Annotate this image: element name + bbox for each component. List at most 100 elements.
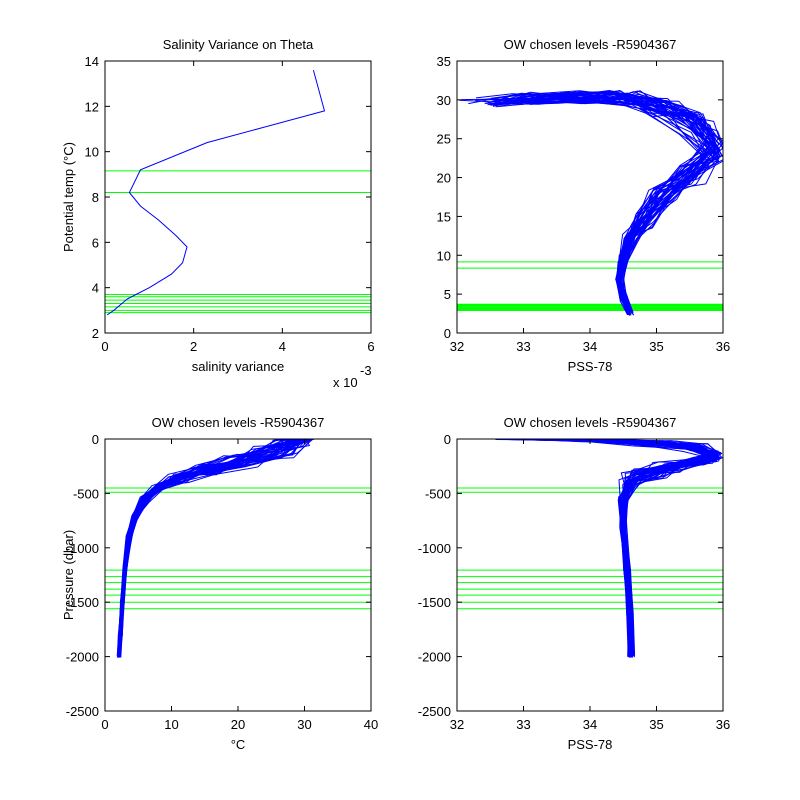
profile-line-13 [502,94,720,316]
y-tick-label: 4 [92,281,99,296]
profile-line-3 [491,96,710,316]
profile-line-19 [493,93,715,313]
profile-line-32 [504,439,715,657]
y-tick-label: 14 [85,54,99,69]
x-tick-label: 20 [231,717,245,732]
profile-line-21 [497,96,710,316]
x-tick-label: 34 [583,717,597,732]
profile-line-18 [503,439,721,656]
profile-line-37 [493,90,712,314]
y-tick-label: 25 [437,132,451,147]
y-tick-label: -2000 [418,650,451,665]
profile-line-12 [502,439,717,658]
profile-line-6 [512,93,714,314]
y-tick-label: -2500 [418,704,451,719]
profile-line-1 [459,94,706,314]
subplot-4: 32 33 34 35 36 -2500 -2000 -1500 -1000 -500 0 OW ch… [418,415,730,752]
profile-line-15 [497,439,716,657]
y-tick-label: -1500 [66,595,99,610]
profile-line-31 [491,90,711,315]
chart-title: OW chosen levels -R5904367 [152,415,325,430]
x-tick-label: 10 [164,717,178,732]
profile-line-4 [507,439,719,657]
profile-line-23 [507,439,723,656]
y-tick-label: 10 [437,248,451,263]
y-tick-label: 2 [92,326,99,341]
x-axis-label: PSS-78 [568,737,613,752]
profile-line-13 [498,439,714,658]
x-tick-label: 30 [297,717,311,732]
y-tick-label: 30 [437,93,451,108]
profile-line-32 [487,96,717,316]
profile-line-40 [484,99,709,314]
x-axis-label: salinity variance [192,359,285,374]
subplot-2: 32 33 34 35 36 0 5 10 15 20 25 30 35 OW chosen levels… [437,37,731,374]
y-tick-label: -500 [425,486,451,501]
profile-line-17 [499,439,719,658]
x-tick-label: 34 [583,339,597,354]
y-tick-label: 10 [85,145,99,160]
profile-line-3 [501,439,716,658]
y-tick-label: 5 [444,287,451,302]
y-axis-label: Pressure (dbar) [61,530,76,620]
x-tick-label: 0 [101,717,108,732]
profile-line-43 [500,439,719,656]
y-tick-label: 15 [437,209,451,224]
x-tick-label: 35 [649,717,663,732]
profile-line-42 [498,439,716,657]
profile-line-33 [513,439,722,656]
y-tick-label: 8 [92,190,99,205]
x-tick-label: 0 [101,339,108,354]
y-tick-label: -1000 [418,541,451,556]
y-tick-label: 0 [444,326,451,341]
x-axis-label: PSS-78 [568,359,613,374]
x-tick-label: 2 [190,339,197,354]
profile-line-8 [486,92,716,315]
profile-line-39 [504,439,723,658]
profile-line-43 [119,439,305,657]
profile-line-17 [506,95,719,314]
profile-line-31 [513,439,719,656]
profile-line-45 [519,95,716,315]
axes-frame [104,438,372,712]
profile-line-11 [509,439,719,657]
y-tick-label: -2000 [66,650,99,665]
profile-line-29 [509,439,718,657]
profile-line-9 [509,439,718,658]
plot-area [105,69,371,316]
plot-area [457,439,723,658]
x-axis-label: °C [231,737,246,752]
axes-frame [456,438,724,712]
y-tick-label: -1500 [418,595,451,610]
profile-line-27 [498,439,716,657]
axes-frame [104,60,372,334]
profile-line-10 [503,439,714,658]
x-tick-label: 4 [279,339,286,354]
subplot-3: 0 10 20 30 40 -2500 -2000 -1500 -1000 -500 0 OW cho… [61,415,378,752]
y-axis-label: Potential temp (°C) [61,142,76,252]
x-exponent-label: x 10 [333,375,358,390]
profile-line-44 [488,91,720,314]
x-tick-label: 6 [367,339,374,354]
profile-line-24 [507,439,717,658]
profile-line-40 [511,439,719,656]
y-tick-label: 0 [444,432,451,447]
chart-title: OW chosen levels -R5904367 [504,415,677,430]
profile-line-42 [117,439,295,658]
profile-line-25 [495,439,715,657]
profile-line-26 [510,439,722,656]
profile-line-35 [492,95,716,313]
y-tick-label: 35 [437,54,451,69]
profile-line-8 [497,439,716,658]
y-tick-label: 20 [437,171,451,186]
profile-line-28 [490,92,716,315]
y-tick-label: 0 [92,432,99,447]
x-tick-label: 33 [516,717,530,732]
x-tick-label: 36 [716,717,730,732]
profile-line-2 [495,92,714,314]
x-tick-label: 35 [649,339,663,354]
profile-line-45 [119,439,304,657]
profile-line-39 [526,90,720,313]
profile-line-36 [504,439,720,657]
